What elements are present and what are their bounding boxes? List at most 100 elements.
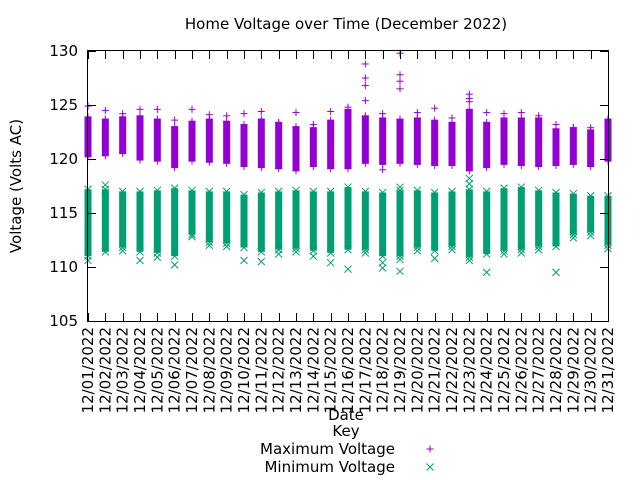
y-tick-label: 105 [49, 312, 78, 330]
minimum-voltage-band [327, 191, 335, 253]
minimum-voltage-band [517, 187, 525, 250]
x-tick-label: 12/07/2022 [183, 327, 201, 413]
maximum-voltage-point [136, 156, 144, 164]
maximum-voltage-point [119, 150, 127, 158]
maximum-voltage-point [240, 110, 248, 118]
maximum-voltage-point [327, 116, 335, 124]
maximum-voltage-point [292, 167, 300, 175]
minimum-voltage-point [465, 253, 474, 262]
minimum-voltage-point [205, 238, 214, 247]
minimum-voltage-point [413, 246, 422, 255]
minimum-voltage-point [257, 248, 266, 256]
minimum-voltage-point [378, 264, 387, 272]
maximum-voltage-point [465, 98, 473, 106]
maximum-voltage-band [101, 119, 109, 156]
maximum-voltage-point [361, 74, 369, 82]
minimum-voltage-band [292, 190, 300, 249]
plot-area [84, 49, 612, 277]
minimum-voltage-point [482, 187, 491, 196]
maximum-voltage-point [205, 158, 213, 166]
minimum-voltage-point [292, 248, 300, 256]
y-tick-label: 120 [49, 150, 78, 168]
minimum-voltage-point [448, 187, 456, 196]
maximum-voltage-point [275, 119, 283, 127]
maximum-voltage-point [431, 116, 439, 124]
x-tick-label: 12/30/2022 [582, 327, 600, 413]
minimum-voltage-point [205, 187, 214, 196]
minimum-voltage-band [361, 191, 369, 250]
maximum-voltage-point [171, 123, 179, 131]
maximum-voltage-band [552, 128, 560, 166]
minimum-voltage-point [361, 245, 370, 254]
minimum-voltage-band [587, 195, 595, 233]
maximum-voltage-band [275, 122, 283, 169]
maximum-voltage-point [101, 152, 109, 160]
minimum-voltage-point [396, 267, 404, 276]
maximum-voltage-band [361, 115, 369, 164]
maximum-voltage-point [517, 161, 525, 169]
maximum-voltage-band [327, 120, 335, 169]
maximum-voltage-point [327, 165, 335, 173]
x-tick-label: 12/02/2022 [96, 327, 114, 413]
minimum-voltage-point [344, 183, 352, 191]
minimum-voltage-point [222, 239, 231, 248]
minimum-voltage-band [119, 191, 127, 248]
minimum-voltage-point [500, 246, 508, 255]
maximum-voltage-point [483, 118, 491, 126]
minimum-voltage-point [413, 243, 422, 252]
minimum-voltage-point [430, 246, 439, 255]
x-tick-label: 12/26/2022 [512, 327, 530, 413]
x-tick-label: 12/23/2022 [460, 327, 478, 413]
maximum-voltage-point [396, 115, 404, 123]
x-tick-label: 12/14/2022 [304, 327, 322, 413]
minimum-voltage-point [413, 186, 422, 195]
maximum-voltage-band [535, 117, 543, 167]
maximum-voltage-band [292, 126, 300, 171]
x-tick-label: 12/29/2022 [564, 327, 582, 413]
chart-title: Home Voltage over Time (December 2022) [185, 15, 507, 33]
maximum-voltage-point [361, 159, 369, 167]
maximum-voltage-point [396, 159, 404, 167]
minimum-voltage-point [292, 244, 300, 253]
maximum-voltage-point [569, 160, 577, 168]
minimum-voltage-band [205, 191, 213, 243]
maximum-voltage-point [101, 106, 109, 114]
maximum-voltage-point [483, 164, 491, 172]
minimum-voltage-band [171, 188, 179, 257]
maximum-voltage-point [205, 111, 213, 119]
x-tick-label: 12/12/2022 [270, 327, 288, 413]
minimum-voltage-point [188, 232, 196, 241]
minimum-voltage-band [223, 191, 231, 244]
minimum-voltage-point [222, 242, 231, 251]
minimum-voltage-point [361, 187, 370, 196]
minimum-voltage-band [379, 192, 387, 257]
y-tick-label: 110 [49, 258, 78, 276]
minimum-voltage-band [240, 194, 248, 248]
minimum-voltage-point [378, 188, 387, 197]
minimum-voltage-point [465, 256, 474, 265]
minimum-voltage-point [465, 185, 474, 194]
maximum-voltage-point [552, 120, 560, 128]
minimum-voltage-point [309, 246, 318, 255]
maximum-voltage-band [431, 120, 439, 166]
x-tick-label: 12/05/2022 [148, 327, 166, 413]
minimum-voltage-band [344, 187, 352, 250]
minimum-voltage-point [396, 183, 404, 191]
maximum-voltage-band [171, 126, 179, 168]
x-tick-label: 12/04/2022 [131, 327, 149, 413]
maximum-voltage-point [223, 159, 231, 167]
y-tick-label: 115 [49, 204, 78, 222]
x-tick-label: 12/27/2022 [530, 327, 548, 413]
maximum-voltage-band [188, 121, 196, 162]
maximum-voltage-band [309, 127, 317, 167]
maximum-voltage-point [535, 112, 543, 120]
minimum-voltage-band [136, 191, 144, 252]
minimum-voltage-point [326, 249, 335, 257]
minimum-voltage-point [118, 243, 127, 252]
minimum-voltage-point [118, 246, 127, 255]
minimum-voltage-point [205, 241, 214, 250]
minimum-voltage-point [396, 255, 404, 264]
minimum-voltage-point [430, 188, 439, 197]
maximum-voltage-band [465, 109, 473, 171]
minimum-voltage-point [326, 258, 335, 267]
